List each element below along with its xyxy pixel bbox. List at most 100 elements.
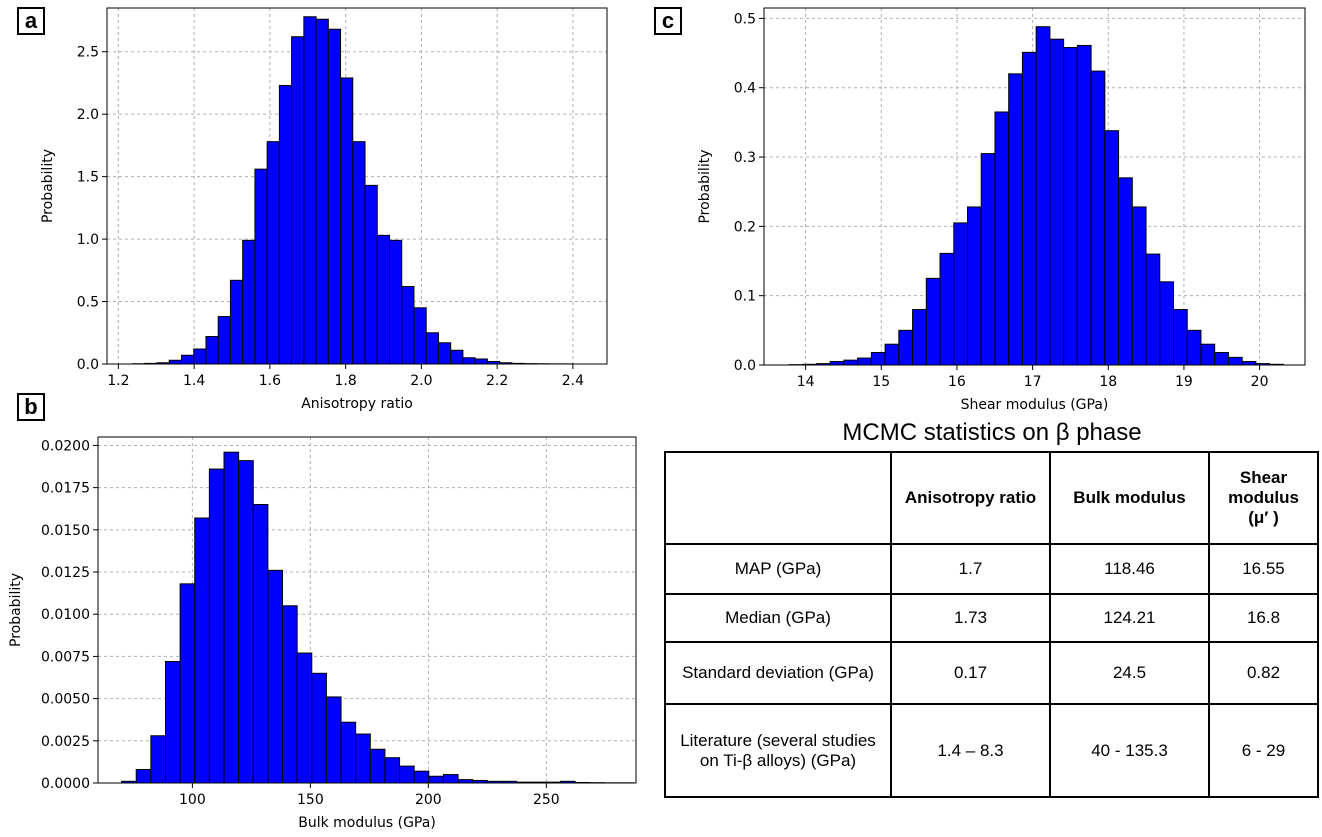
chart-b-y-tick-label: 0.0000 xyxy=(41,776,90,792)
chart-c-y-tick-label: 0.2 xyxy=(734,219,756,235)
chart-c-bar xyxy=(980,153,996,366)
chart-a-y-tick-label: 0.0 xyxy=(77,357,99,373)
chart-c-bar xyxy=(843,359,859,366)
chart-b-y-tick-label: 0.0025 xyxy=(41,734,90,750)
table-cell: 40 - 135.3 xyxy=(1049,703,1210,798)
chart-a-x-tick-label: 1.4 xyxy=(183,373,205,389)
table-header-cell xyxy=(664,451,892,545)
table-cell: Literature (several studies on Ti-β allo… xyxy=(664,703,892,798)
chart-b-y-axis-label: Probability xyxy=(8,573,24,647)
chart-c-x-tick-label: 14 xyxy=(797,374,815,390)
table-cell: 124.21 xyxy=(1049,593,1210,643)
chart-c-bar xyxy=(1090,70,1106,366)
chart-b-y-tick-label: 0.0200 xyxy=(41,438,90,454)
chart-c-y-tick-label: 0.0 xyxy=(734,358,756,374)
chart-c-bar xyxy=(829,361,845,366)
chart-c-bar xyxy=(1035,26,1051,366)
chart-c-bar xyxy=(939,252,955,366)
chart-c-y-tick-label: 0.3 xyxy=(734,150,756,166)
chart-c-x-tick-label: 16 xyxy=(948,374,966,390)
chart-a-x-axis-label: Anisotropy ratio xyxy=(301,396,413,412)
chart-c-x-tick-label: 15 xyxy=(872,374,890,390)
chart-b-x-axis-label: Bulk modulus (GPa) xyxy=(298,815,436,831)
table-row: MAP (GPa) 1.7 118.46 16.55 xyxy=(664,543,1319,595)
chart-c-plot-frame xyxy=(763,7,1306,366)
table-cell: 0.82 xyxy=(1208,641,1319,705)
table-cell: Median (GPa) xyxy=(664,593,892,643)
chart-c-bar xyxy=(1104,130,1120,366)
chart-c-bar xyxy=(1186,329,1202,366)
chart-b-x-tick-label: 150 xyxy=(297,792,324,808)
chart-b-y-tick-label: 0.0150 xyxy=(41,523,90,539)
chart-c-bar xyxy=(953,222,968,366)
chart-b-y-tick-label: 0.0050 xyxy=(41,692,90,708)
chart-c-bar xyxy=(1076,44,1092,366)
chart-c-y-tick-label: 0.1 xyxy=(734,289,756,305)
chart-c-x-tick-label: 19 xyxy=(1175,374,1193,390)
chart-a-y-tick-label: 1.5 xyxy=(77,170,99,186)
chart-c-bar xyxy=(966,206,982,366)
chart-a-y-tick-label: 2.0 xyxy=(77,107,99,123)
table-row: Literature (several studies on Ti-β allo… xyxy=(664,703,1319,798)
chart-c-bar xyxy=(1200,343,1216,366)
chart-b-y-tick-label: 0.0100 xyxy=(41,607,90,623)
table-cell: 16.8 xyxy=(1208,593,1319,643)
chart-c-bar xyxy=(1008,73,1023,366)
table-cell: Standard deviation (GPa) xyxy=(664,641,892,705)
chart-c-bar xyxy=(884,343,900,366)
table-header-row: Anisotropy ratio Bulk modulus Shear modu… xyxy=(664,451,1319,545)
chart-b-y-tick-label: 0.0125 xyxy=(41,565,90,581)
table-row: Standard deviation (GPa) 0.17 24.5 0.82 xyxy=(664,641,1319,705)
chart-c-bar xyxy=(857,357,872,366)
chart-a-y-tick-label: 1.0 xyxy=(77,232,99,248)
panel-label-b: b xyxy=(17,393,45,421)
chart-c-x-tick-label: 18 xyxy=(1099,374,1117,390)
table-cell: MAP (GPa) xyxy=(664,543,892,595)
chart-c-bar xyxy=(1159,281,1174,366)
chart-c-bar xyxy=(1049,38,1065,366)
chart-b-plot-frame xyxy=(97,436,637,784)
chart-c-bar xyxy=(994,111,1010,366)
chart-c-bar xyxy=(1172,309,1188,366)
table-cell: 16.55 xyxy=(1208,543,1319,595)
chart-b-x-tick-label: 100 xyxy=(179,792,206,808)
chart-c-y-axis-label: Probability xyxy=(697,149,713,223)
chart-a-x-tick-label: 2.2 xyxy=(486,373,508,389)
table-title: MCMC statistics on β phase xyxy=(842,419,1142,446)
table-row: Median (GPa) 1.73 124.21 16.8 xyxy=(664,593,1319,643)
table-cell: 1.7 xyxy=(890,543,1051,595)
table-cell: 6 - 29 xyxy=(1208,703,1319,798)
chart-c-x-tick-label: 20 xyxy=(1251,374,1269,390)
chart-c-bar xyxy=(1241,361,1257,366)
chart-a-y-axis-label: Probability xyxy=(40,149,56,223)
chart-a-x-tick-label: 1.6 xyxy=(259,373,281,389)
chart-b-y-tick-label: 0.0075 xyxy=(41,649,90,665)
panel-label-a: a xyxy=(17,7,45,35)
chart-a-y-tick-label: 0.5 xyxy=(77,295,99,311)
chart-c-bar xyxy=(870,352,886,366)
chart-b-x-tick-label: 250 xyxy=(533,792,560,808)
chart-c-bar xyxy=(898,329,914,366)
chart-c-bar xyxy=(912,309,927,366)
chart-c-y-tick-label: 0.4 xyxy=(734,81,756,97)
chart-c-bar xyxy=(1214,352,1229,366)
stats-table: Anisotropy ratio Bulk modulus Shear modu… xyxy=(664,451,1319,798)
chart-b-x-tick-label: 200 xyxy=(415,792,442,808)
chart-c-x-axis-label: Shear modulus (GPa) xyxy=(961,397,1109,413)
table-cell: 0.17 xyxy=(890,641,1051,705)
chart-a-x-tick-label: 1.2 xyxy=(107,373,129,389)
chart-b-y-tick-label: 0.0175 xyxy=(41,481,90,497)
table-cell: 1.73 xyxy=(890,593,1051,643)
chart-a-x-tick-label: 1.8 xyxy=(335,373,357,389)
table-cell: 1.4 – 8.3 xyxy=(890,703,1051,798)
chart-a-x-tick-label: 2.4 xyxy=(562,373,584,389)
panel-label-c: c xyxy=(654,7,682,35)
chart-c-bar xyxy=(925,277,941,366)
chart-a-plot-frame xyxy=(106,7,608,365)
chart-c-bar xyxy=(1145,253,1161,366)
chart-a-y-tick-label: 2.5 xyxy=(77,45,99,61)
chart-c-y-tick-label: 0.5 xyxy=(734,11,756,27)
